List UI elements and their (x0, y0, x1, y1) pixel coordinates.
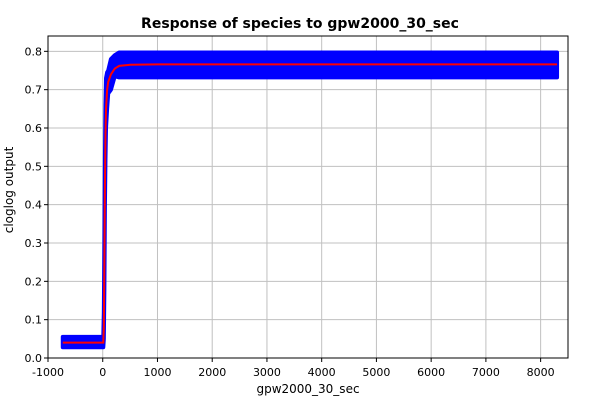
y-tick-label: 0.3 (25, 237, 43, 250)
mean-response-line (62, 63, 558, 344)
x-tick-label: 1000 (143, 366, 171, 379)
x-tick-label: 3000 (253, 366, 281, 379)
plot-frame (47, 35, 569, 359)
y-tick-label: 0.4 (25, 199, 43, 212)
x-tick-label: 4000 (308, 366, 336, 379)
x-tick-label: 5000 (362, 366, 390, 379)
x-tick-label: 8000 (527, 366, 555, 379)
x-axis-label: gpw2000_30_sec (256, 382, 359, 396)
x-axis: -1000 0 1000 2000 3000 4000 5000 6000 7000 8000 (32, 358, 555, 379)
x-tick-label: 0 (99, 366, 106, 379)
y-tick-label: 0.2 (25, 275, 43, 288)
plot-area (48, 36, 568, 358)
y-axis-label: cloglog output (2, 146, 16, 233)
chart-title: Response of species to gpw2000_30_sec (141, 16, 459, 32)
y-tick-label: 0.0 (25, 352, 43, 365)
y-tick-label: 0.5 (25, 160, 43, 173)
y-tick-label: 0.7 (25, 84, 43, 97)
y-tick-label: 0.6 (25, 122, 43, 135)
y-tick-label: 0.1 (25, 314, 43, 327)
x-tick-label: 6000 (417, 366, 445, 379)
x-tick-label: 2000 (198, 366, 226, 379)
y-tick-label: 0.8 (25, 45, 43, 58)
x-tick-label: 7000 (472, 366, 500, 379)
y-axis: 0.0 0.1 0.2 0.3 0.4 0.5 0.6 0.7 0.8 (25, 45, 48, 365)
x-tick-label: -1000 (32, 366, 64, 379)
mean-response-curve (62, 63, 558, 344)
